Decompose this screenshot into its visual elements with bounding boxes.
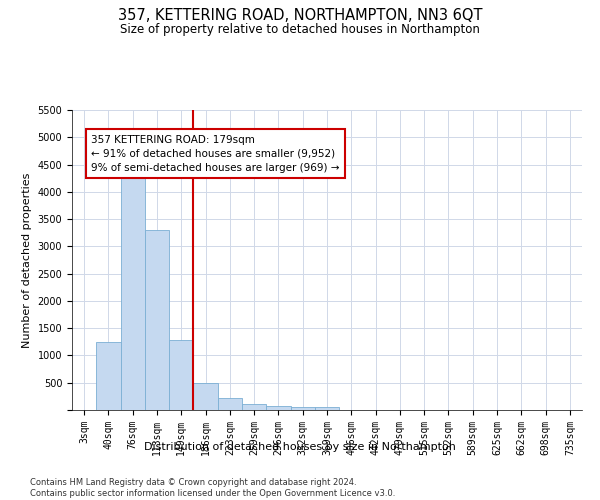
Bar [96, 342, 121, 410]
Text: Size of property relative to detached houses in Northampton: Size of property relative to detached ho… [120, 22, 480, 36]
Bar [145, 230, 169, 410]
Bar [266, 406, 290, 410]
Bar [169, 340, 193, 410]
Text: Distribution of detached houses by size in Northampton: Distribution of detached houses by size … [144, 442, 456, 452]
Bar [242, 404, 266, 410]
Bar [121, 176, 145, 410]
Bar [290, 406, 315, 410]
Text: 357, KETTERING ROAD, NORTHAMPTON, NN3 6QT: 357, KETTERING ROAD, NORTHAMPTON, NN3 6Q… [118, 8, 482, 22]
Y-axis label: Number of detached properties: Number of detached properties [22, 172, 32, 348]
Bar [315, 408, 339, 410]
Text: 357 KETTERING ROAD: 179sqm
← 91% of detached houses are smaller (9,952)
9% of se: 357 KETTERING ROAD: 179sqm ← 91% of deta… [91, 134, 340, 172]
Text: Contains HM Land Registry data © Crown copyright and database right 2024.
Contai: Contains HM Land Registry data © Crown c… [30, 478, 395, 498]
Bar [218, 398, 242, 410]
Bar [193, 384, 218, 410]
